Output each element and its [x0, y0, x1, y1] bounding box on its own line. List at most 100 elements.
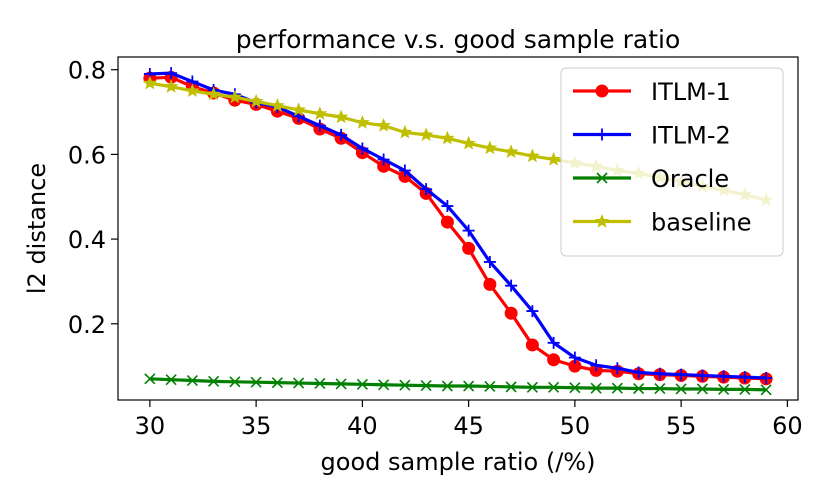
data-point-baseline: [227, 89, 243, 104]
data-point-itlm-2: [505, 279, 518, 292]
data-point-oracle: [399, 379, 411, 391]
data-point-oracle: [505, 381, 517, 393]
legend-item-itlm-1: ITLM-1: [573, 78, 731, 106]
data-point-oracle: [696, 383, 708, 395]
legend: ITLM-1 ITLM-2 Oracle baseline: [560, 67, 784, 257]
legend-item-oracle: Oracle: [573, 165, 729, 193]
legend-label: baseline: [651, 209, 752, 237]
data-point-itlm-2: [377, 153, 390, 166]
data-point-baseline: [206, 86, 221, 101]
data-point-itlm-2: [547, 336, 560, 349]
data-point-oracle: [420, 380, 432, 392]
data-point-baseline: [461, 135, 476, 150]
y-axis-title: l2 distance: [23, 163, 51, 294]
data-point-itlm-2: [568, 351, 581, 364]
data-point-itlm-1: [462, 241, 476, 255]
data-point-itlm-2: [398, 164, 411, 177]
legend-label: ITLM-1: [651, 78, 731, 106]
plot-frame: [117, 56, 799, 401]
data-point-itlm-2: [526, 305, 539, 318]
data-point-oracle: [675, 383, 687, 395]
data-point-itlm-1: [483, 277, 497, 291]
legend-swatch-marker: [596, 128, 608, 141]
data-point-oracle: [633, 383, 645, 395]
chart-title: performance v.s. good sample ratio: [236, 25, 681, 54]
x-tick-label: 50: [560, 412, 591, 440]
data-point-baseline: [376, 117, 391, 132]
data-point-baseline: [312, 106, 328, 120]
data-point-baseline: [503, 144, 519, 159]
x-tick-label: 35: [241, 412, 272, 440]
data-point-oracle: [186, 374, 198, 387]
data-point-oracle: [229, 376, 241, 388]
data-point-itlm-2: [165, 67, 178, 80]
x-tick-label: 55: [666, 412, 697, 440]
data-point-baseline: [482, 140, 498, 155]
x-axis-ticks: 30 35 40 45 50 55 60: [135, 400, 803, 440]
x-tick-label: 30: [135, 412, 166, 440]
legend-item-baseline: baseline: [573, 209, 752, 237]
x-axis-title: good sample ratio (/%): [321, 448, 596, 476]
legend-item-itlm-2: ITLM-2: [573, 122, 731, 150]
data-point-itlm-2: [632, 366, 645, 379]
data-point-itlm-2: [611, 362, 624, 375]
data-point-oracle: [144, 373, 156, 385]
data-point-itlm-2: [738, 371, 751, 384]
data-point-itlm-2: [462, 224, 475, 237]
data-point-oracle: [293, 377, 305, 389]
data-point-oracle: [548, 381, 560, 393]
data-point-oracle: [250, 376, 262, 388]
data-point-oracle: [760, 384, 772, 396]
y-axis-ticks: 0.2 0.4 0.6 0.8: [68, 57, 118, 339]
data-point-oracle: [314, 377, 326, 390]
data-point-baseline: [185, 83, 200, 98]
data-point-oracle: [718, 383, 730, 395]
data-point-baseline: [291, 102, 306, 117]
data-point-itlm-2: [483, 255, 496, 268]
data-point-baseline: [525, 148, 540, 163]
data-point-oracle: [463, 380, 475, 392]
legend-label: Oracle: [651, 165, 729, 193]
data-point-itlm-2: [441, 200, 454, 213]
data-point-oracle: [526, 381, 538, 393]
data-point-itlm-2: [760, 371, 773, 384]
data-point-baseline: [397, 124, 413, 139]
legend-swatch-marker: [595, 84, 609, 98]
data-point-baseline: [440, 130, 455, 145]
legend-swatch-marker: [596, 172, 608, 184]
data-point-itlm-1: [525, 338, 539, 352]
data-point-itlm-2: [356, 142, 369, 155]
x-tick-label: 60: [772, 412, 803, 440]
data-point-oracle: [356, 378, 368, 390]
data-point-itlm-1: [547, 353, 561, 367]
legend-swatch-marker: [594, 213, 610, 228]
data-point-baseline: [142, 75, 158, 90]
data-point-baseline: [270, 98, 285, 112]
data-point-oracle: [654, 383, 666, 395]
data-point-oracle: [335, 378, 347, 390]
data-point-itlm-2: [313, 119, 326, 132]
data-point-itlm-2: [675, 368, 688, 381]
data-point-oracle: [165, 374, 177, 386]
data-point-itlm-1: [440, 215, 454, 229]
data-point-oracle: [208, 375, 220, 387]
data-point-baseline: [418, 127, 434, 142]
data-point-oracle: [611, 382, 623, 394]
data-point-oracle: [378, 379, 390, 391]
x-tick-label: 40: [347, 412, 378, 440]
data-point-baseline: [163, 79, 179, 93]
data-point-baseline: [248, 93, 264, 108]
data-point-oracle: [441, 380, 453, 392]
data-point-itlm-2: [696, 369, 709, 382]
data-point-itlm-2: [590, 359, 603, 372]
legend-box: [560, 67, 784, 257]
data-point-oracle: [739, 383, 751, 395]
data-point-oracle: [271, 377, 283, 389]
series-line-oracle: [149, 377, 767, 392]
data-point-baseline: [333, 109, 349, 124]
y-tick-label: 0.8: [68, 57, 106, 85]
y-tick-label: 0.4: [68, 226, 106, 254]
y-tick-label: 0.2: [68, 311, 106, 339]
legend-label: ITLM-2: [651, 122, 731, 150]
